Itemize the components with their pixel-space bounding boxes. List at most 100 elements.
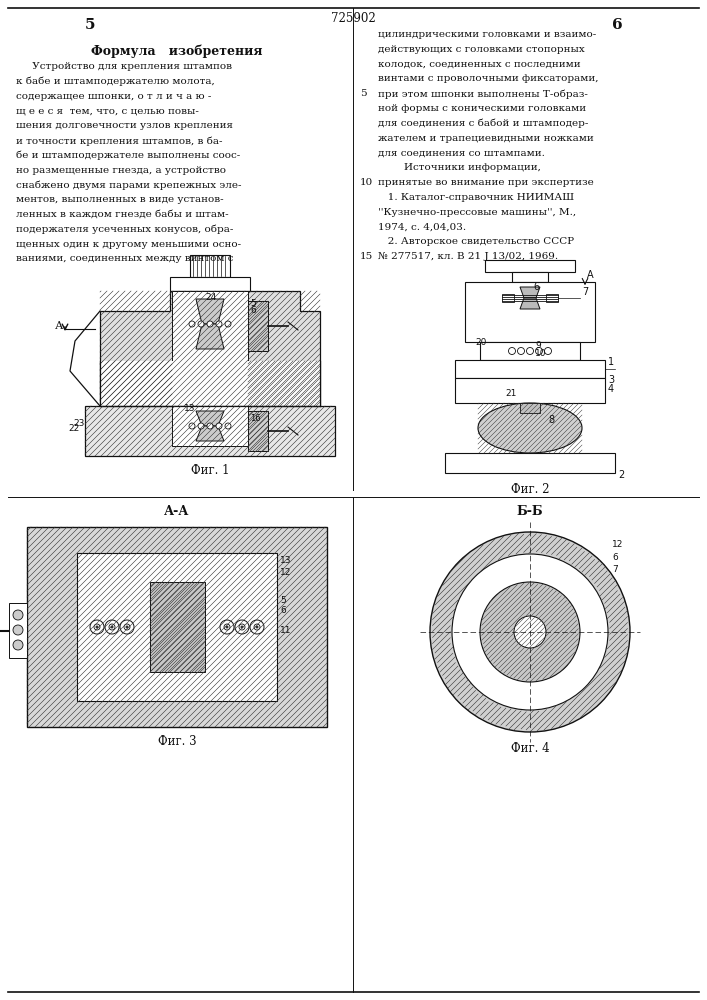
Bar xyxy=(455,378,605,403)
Text: А: А xyxy=(55,321,64,331)
Circle shape xyxy=(207,321,213,327)
Bar xyxy=(248,411,268,451)
Text: 5: 5 xyxy=(85,18,95,32)
Text: 5: 5 xyxy=(280,596,286,605)
Bar xyxy=(85,406,335,456)
Circle shape xyxy=(527,348,534,355)
Circle shape xyxy=(452,554,608,710)
Text: подержателя усеченных конусов, обра-: подержателя усеченных конусов, обра- xyxy=(16,225,233,234)
Circle shape xyxy=(508,348,515,355)
Polygon shape xyxy=(100,291,320,406)
Text: 13: 13 xyxy=(280,556,291,565)
Circle shape xyxy=(220,620,234,634)
Text: для соединения с бабой и штамподер-: для соединения с бабой и штамподер- xyxy=(378,119,588,128)
Ellipse shape xyxy=(478,403,582,453)
Bar xyxy=(455,360,605,378)
Text: 24: 24 xyxy=(205,293,216,302)
Bar xyxy=(445,453,615,473)
Polygon shape xyxy=(520,287,540,298)
Circle shape xyxy=(105,620,119,634)
Polygon shape xyxy=(196,324,224,349)
Text: при этом шпонки выполнены Т-образ-: при этом шпонки выполнены Т-образ- xyxy=(378,89,588,99)
Bar xyxy=(100,361,172,406)
Bar xyxy=(85,406,335,456)
Text: 6: 6 xyxy=(250,306,256,315)
Text: Фиг. 2: Фиг. 2 xyxy=(510,483,549,496)
Bar xyxy=(248,301,268,351)
Bar xyxy=(248,411,268,451)
Text: 12: 12 xyxy=(280,568,291,577)
Text: ментов, выполненных в виде установ-: ментов, выполненных в виде установ- xyxy=(16,195,223,204)
Circle shape xyxy=(110,626,114,629)
Bar xyxy=(172,406,248,446)
Text: 7: 7 xyxy=(582,287,588,297)
Bar xyxy=(485,260,575,272)
Text: принятые во внимание при экспертизе: принятые во внимание при экспертизе xyxy=(378,178,594,187)
Polygon shape xyxy=(196,411,224,426)
Text: 6: 6 xyxy=(280,606,286,615)
Text: Фиг. 3: Фиг. 3 xyxy=(158,735,197,748)
Text: Фиг. 1: Фиг. 1 xyxy=(191,464,229,477)
Text: 10: 10 xyxy=(535,349,547,358)
Text: 23: 23 xyxy=(74,419,85,428)
Text: 3: 3 xyxy=(608,375,614,385)
Text: содержащее шпонки, о т л и ч а ю -: содержащее шпонки, о т л и ч а ю - xyxy=(16,92,211,101)
Text: 22: 22 xyxy=(69,424,80,433)
Circle shape xyxy=(109,624,115,630)
Circle shape xyxy=(250,620,264,634)
Text: шения долговечности узлов крепления: шения долговечности узлов крепления xyxy=(16,121,233,130)
Polygon shape xyxy=(196,426,224,441)
Text: № 277517, кл. В 21 J 13/02, 1969.: № 277517, кл. В 21 J 13/02, 1969. xyxy=(378,252,558,261)
Circle shape xyxy=(240,626,243,629)
Text: ленных в каждом гнезде бабы и штам-: ленных в каждом гнезде бабы и штам- xyxy=(16,210,228,219)
Circle shape xyxy=(225,321,231,327)
Circle shape xyxy=(544,348,551,355)
Bar xyxy=(480,342,580,360)
Circle shape xyxy=(239,624,245,630)
Text: для соединения со штампами.: для соединения со штампами. xyxy=(378,148,545,157)
Bar xyxy=(520,403,540,413)
Circle shape xyxy=(90,620,104,634)
Text: 1974, с. 4,04,03.: 1974, с. 4,04,03. xyxy=(378,222,466,231)
Circle shape xyxy=(95,626,98,629)
Text: 6: 6 xyxy=(612,18,622,32)
Circle shape xyxy=(224,624,230,630)
Circle shape xyxy=(198,321,204,327)
Text: Б-Б: Б-Б xyxy=(517,505,543,518)
Text: Формула   изобретения: Формула изобретения xyxy=(91,44,263,57)
Circle shape xyxy=(13,640,23,650)
Bar xyxy=(150,582,205,672)
Text: 6: 6 xyxy=(533,282,539,292)
Text: но размещенные гнезда, а устройство: но размещенные гнезда, а устройство xyxy=(16,166,226,175)
Text: 13: 13 xyxy=(184,404,195,413)
Text: и точности крепления штампов, в ба-: и точности крепления штампов, в ба- xyxy=(16,136,223,145)
Text: А-А: А-А xyxy=(164,505,189,518)
Text: снабжено двумя парами крепежных эле-: снабжено двумя парами крепежных эле- xyxy=(16,180,242,190)
Circle shape xyxy=(94,624,100,630)
Bar xyxy=(502,294,514,302)
Polygon shape xyxy=(520,298,540,309)
Circle shape xyxy=(207,423,213,429)
Text: действующих с головками стопорных: действующих с головками стопорных xyxy=(378,45,585,54)
Bar xyxy=(9,603,27,658)
Circle shape xyxy=(198,423,204,429)
Text: щ е е с я  тем, что, с целью повы-: щ е е с я тем, что, с целью повы- xyxy=(16,106,199,115)
Circle shape xyxy=(535,348,542,355)
Circle shape xyxy=(120,620,134,634)
Text: 725902: 725902 xyxy=(331,11,375,24)
Circle shape xyxy=(480,582,580,682)
Text: 2. Авторское свидетельство СССР: 2. Авторское свидетельство СССР xyxy=(378,237,574,246)
Circle shape xyxy=(189,423,195,429)
Circle shape xyxy=(225,423,231,429)
Text: к бабе и штамподержателю молота,: к бабе и штамподержателю молота, xyxy=(16,77,215,86)
Text: 5: 5 xyxy=(360,89,367,98)
Circle shape xyxy=(124,624,130,630)
Text: 4: 4 xyxy=(608,384,614,394)
Bar xyxy=(248,361,320,406)
Text: 7: 7 xyxy=(612,565,618,574)
Text: жателем и трапециевидными ножками: жателем и трапециевидными ножками xyxy=(378,134,594,143)
Text: 9: 9 xyxy=(535,341,541,350)
Circle shape xyxy=(126,626,129,629)
Text: 12: 12 xyxy=(612,540,624,549)
Bar xyxy=(546,294,558,302)
